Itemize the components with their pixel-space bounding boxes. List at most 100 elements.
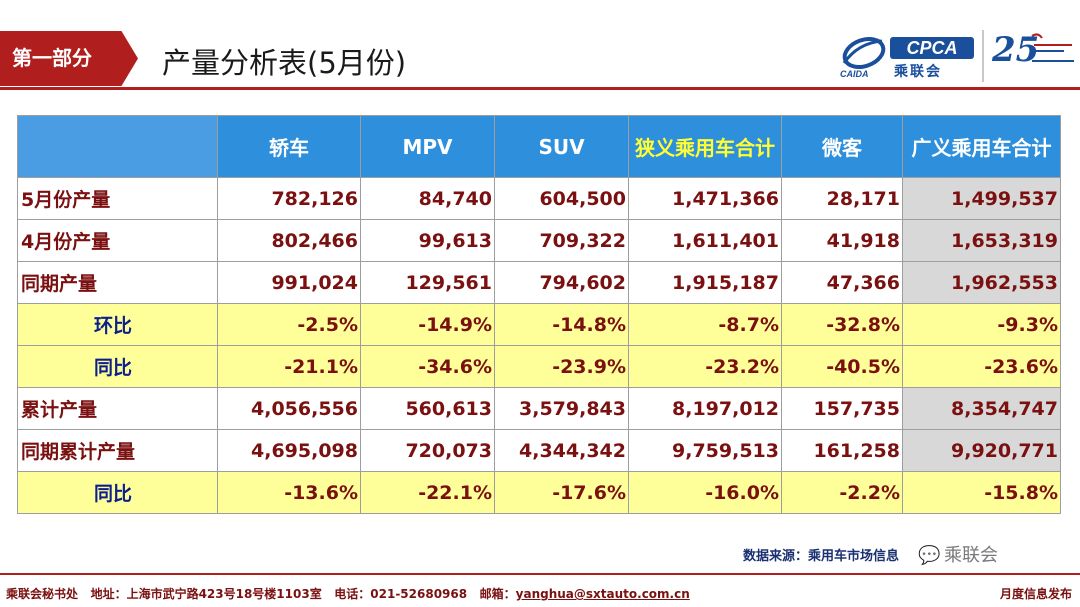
table-row-rate: 环比 -2.5% -14.9% -14.8% -8.7% -32.8% -9.3% [17,303,1061,346]
logo-divider [982,30,984,82]
row-label: 5月份产量 [17,177,218,220]
table-cell: 560,613 [360,387,495,430]
table-row: 4月份产量 802,466 99,613 709,322 1,611,401 41,918… [17,219,1061,262]
table-cell: 28,171 [781,177,903,220]
table-cell: -9.3% [902,303,1061,346]
footer-right-label: 月度信息发布 [999,587,1072,601]
table-cell: -8.7% [628,303,782,346]
page-title: 产量分析表(5月份) [162,46,407,80]
footer-rule [0,573,1080,575]
table-cell: -22.1% [360,471,495,514]
watermark-text: 乘联会 [944,545,998,566]
table-cell: 709,322 [494,219,629,262]
table-cell: 84,740 [360,177,495,220]
table-cell: -34.6% [360,345,495,388]
row-label: 累计产量 [17,387,218,430]
table-cell: 1,471,366 [628,177,782,220]
footer-phone: 电话：021-52680968 [334,587,468,601]
table-cell: 8,197,012 [628,387,782,430]
table-cell: 161,258 [781,429,903,472]
cpca-logo: CAIDA CPCA 乘联会 [838,33,978,80]
header-rule [0,87,1080,90]
table-cell: -16.0% [628,471,782,514]
table-cell: -23.9% [494,345,629,388]
table-cell: 1,499,537 [902,177,1061,220]
table-cell: 41,918 [781,219,903,262]
table-cell: -2.5% [217,303,361,346]
table-cell: -23.6% [902,345,1061,388]
column-header-minivan: 微客 [781,115,903,178]
wechat-icon: 💬 [918,545,941,566]
footer-contact: 乘联会秘书处 地址：上海市武宁路423号18号楼1103室 电话：021-526… [6,585,690,602]
row-label: 同比 [17,471,218,514]
table-header-row: 轿车 MPV SUV 狭义乘用车合计 微客 广义乘用车合计 [17,115,1061,178]
table-row: 累计产量 4,056,556 560,613 3,579,843 8,197,012 15… [17,387,1061,430]
footer-email-link[interactable]: yanghua@sxtauto.com.cn [515,587,690,601]
table-cell: -40.5% [781,345,903,388]
svg-text:CAIDA: CAIDA [840,69,869,79]
table-row: 5月份产量 782,126 84,740 604,500 1,471,366 28,171… [17,177,1061,220]
section-tag: 第一部分 [0,31,138,86]
table-cell: 4,056,556 [217,387,361,430]
footer-email-label: 邮箱： [479,587,516,601]
table-cell: -15.8% [902,471,1061,514]
table-cell: -13.6% [217,471,361,514]
cpca-logo-cn: 乘联会 [894,64,942,80]
cpca-logo-text: CPCA [890,37,974,59]
column-header-narrow-total: 狭义乘用车合计 [628,115,782,178]
table-cell: -17.6% [494,471,629,514]
table-cell: 9,759,513 [628,429,782,472]
table-row: 同期累计产量 4,695,098 720,073 4,344,342 9,759,513… [17,429,1061,472]
anniversary-logo: 25 [992,30,1076,82]
production-table: 轿车 MPV SUV 狭义乘用车合计 微客 广义乘用车合计 5月份产量 782,1… [17,115,1061,514]
column-header-sedan: 轿车 [217,115,361,178]
table-cell: 157,735 [781,387,903,430]
column-header-corner [17,115,218,178]
table-cell: 1,611,401 [628,219,782,262]
production-table-container: 轿车 MPV SUV 狭义乘用车合计 微客 广义乘用车合计 5月份产量 782,1… [17,115,1061,515]
table-row-rate: 同比 -13.6% -22.1% -17.6% -16.0% -2.2% -15.8% [17,471,1061,514]
anniversary-number: 25 [992,30,1040,70]
table-cell: 720,073 [360,429,495,472]
row-label: 同比 [17,345,218,388]
table-cell: 1,915,187 [628,261,782,304]
table-cell: 1,653,319 [902,219,1061,262]
table-cell: 8,354,747 [902,387,1061,430]
anniversary-ribbon-icon [1031,33,1074,62]
table-cell: 9,920,771 [902,429,1061,472]
data-source: 数据来源：乘用车市场信息 [743,549,900,564]
cpca-emblem-icon: CAIDA [840,36,886,79]
table-cell: 4,695,098 [217,429,361,472]
column-header-mpv: MPV [360,115,495,178]
table-row-rate: 同比 -21.1% -34.6% -23.9% -23.2% -40.5% -23.6% [17,345,1061,388]
footer-org: 乘联会秘书处 [6,587,79,601]
footer-address: 地址：上海市武宁路423号18号楼1103室 [90,587,322,601]
row-label: 环比 [17,303,218,346]
row-label: 同期产量 [17,261,218,304]
page-header: 第一部分 产量分析表(5月份) CAIDA CPCA 乘联会 25 [0,0,1080,90]
table-cell: 802,466 [217,219,361,262]
table-cell: 4,344,342 [494,429,629,472]
table-cell: -21.1% [217,345,361,388]
table-cell: 1,962,553 [902,261,1061,304]
page-footer: 乘联会秘书处 地址：上海市武宁路423号18号楼1103室 电话：021-526… [0,577,1080,607]
row-label: 同期累计产量 [17,429,218,472]
table-row: 同期产量 991,024 129,561 794,602 1,915,187 47,366… [17,261,1061,304]
table-cell: -32.8% [781,303,903,346]
table-cell: 782,126 [217,177,361,220]
table-cell: 604,500 [494,177,629,220]
table-cell: 3,579,843 [494,387,629,430]
table-cell: 991,024 [217,261,361,304]
table-cell: -2.2% [781,471,903,514]
column-header-suv: SUV [494,115,629,178]
table-cell: -14.8% [494,303,629,346]
watermark: 💬 乘联会 [918,541,998,567]
table-cell: 47,366 [781,261,903,304]
table-cell: 129,561 [360,261,495,304]
table-cell: 99,613 [360,219,495,262]
table-cell: 794,602 [494,261,629,304]
row-label: 4月份产量 [17,219,218,262]
table-cell: -14.9% [360,303,495,346]
column-header-broad-total: 广义乘用车合计 [902,115,1061,178]
table-cell: -23.2% [628,345,782,388]
